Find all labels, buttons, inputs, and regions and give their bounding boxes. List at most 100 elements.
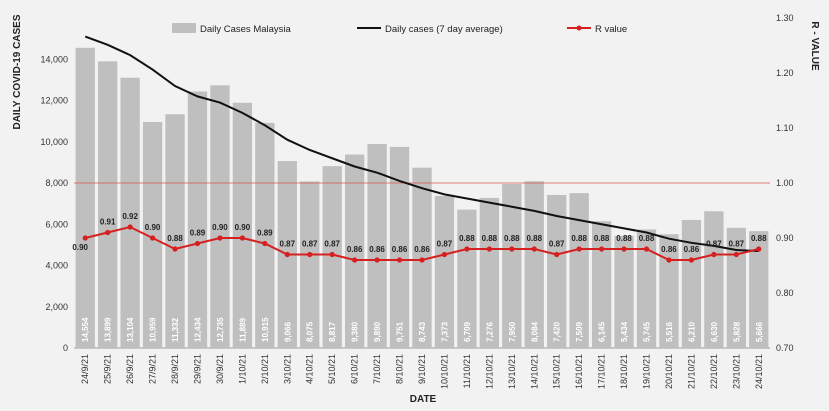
x-tick-label: 10/10/21: [439, 354, 449, 389]
y-tick-label-right: 0.80: [776, 288, 794, 298]
r-value-point: [599, 246, 605, 252]
y-tick-label-left: 14,000: [40, 54, 68, 64]
r-value-label: 0.88: [594, 234, 610, 243]
bar: [547, 194, 567, 348]
r-value-label: 0.86: [684, 245, 700, 254]
legend-label-bars: Daily Cases Malaysia: [200, 24, 292, 35]
x-tick-label: 27/9/21: [148, 354, 158, 384]
bar: [457, 209, 477, 348]
x-tick-label: 16/10/21: [574, 354, 584, 389]
x-tick-label: 25/9/21: [103, 354, 113, 384]
r-value-label: 0.88: [459, 234, 475, 243]
r-value-label: 0.86: [661, 245, 677, 254]
bar-value-label: 8,084: [530, 321, 539, 342]
bar: [232, 102, 253, 349]
bar-value-label: 6,145: [598, 321, 607, 342]
legend-label-r-value: R value: [595, 24, 627, 35]
bar-value-label: 6,210: [687, 321, 696, 342]
y-tick-label-right: 1.10: [776, 123, 794, 133]
bar-value-label: 8,075: [306, 321, 315, 342]
bar: [681, 219, 702, 348]
bar-value-label: 7,509: [575, 321, 584, 342]
r-value-label: 0.88: [571, 234, 587, 243]
r-value-label: 0.91: [100, 218, 116, 227]
y-tick-label-left: 6,000: [45, 219, 68, 229]
bar-value-label: 5,828: [732, 321, 741, 342]
y-tick-label-left: 2,000: [45, 302, 68, 312]
bar: [726, 227, 746, 348]
x-tick-label: 18/10/21: [619, 354, 629, 389]
y-tick-label-right: 1.00: [776, 178, 794, 188]
bar-value-label: 12,735: [216, 317, 225, 342]
bar: [389, 146, 410, 348]
x-tick-label: 8/10/21: [395, 354, 405, 384]
r-value-label: 0.88: [482, 234, 498, 243]
legend-marker-r-value: [576, 25, 582, 31]
r-value-label: 0.92: [122, 212, 138, 221]
bar-value-label: 5,434: [620, 321, 629, 342]
r-value-point: [239, 235, 245, 241]
r-value-point: [733, 251, 739, 258]
r-value-label: 0.87: [706, 240, 722, 249]
x-tick-label: 30/9/21: [215, 354, 225, 384]
r-value-label: 0.88: [639, 234, 655, 243]
r-value-label: 0.90: [72, 243, 88, 252]
bar: [524, 181, 544, 348]
r-value-point: [352, 257, 358, 263]
r-value-label: 0.87: [549, 240, 565, 249]
r-value-point: [464, 246, 470, 252]
x-tick-label: 4/10/21: [305, 354, 315, 384]
bar: [75, 47, 95, 348]
r-value-point: [82, 235, 88, 241]
x-axis-title: DATE: [410, 394, 437, 405]
bar-value-label: 13,104: [126, 317, 135, 342]
bar: [502, 184, 522, 348]
r-value-point: [643, 246, 650, 252]
r-value-point: [441, 251, 448, 258]
r-value-point: [217, 235, 223, 241]
r-value-label: 0.90: [212, 223, 228, 232]
y-tick-label-right: 0.70: [776, 343, 794, 353]
bar-value-label: 5,666: [755, 321, 764, 342]
r-value-point: [307, 251, 313, 258]
y-tick-label-right: 1.30: [776, 13, 794, 23]
r-value-point: [756, 246, 762, 252]
x-tick-label: 22/10/21: [709, 354, 719, 389]
r-value-label: 0.87: [280, 240, 296, 249]
r-value-point: [666, 257, 672, 263]
r-value-point: [329, 251, 335, 258]
bar-value-label: 14,554: [81, 317, 90, 342]
plot-area: 0 2,000 4,000 6,000 8,000 10,000 12,000 14,000 0…: [40, 13, 793, 389]
bar-value-label: 12,434: [193, 317, 202, 342]
r-value-label: 0.90: [235, 223, 251, 232]
x-tick-label: 6/10/21: [350, 354, 360, 384]
bar: [749, 231, 769, 348]
legend-swatch-bars: [172, 23, 196, 33]
y-tick-label-left: 4,000: [45, 261, 68, 271]
bar: [569, 193, 589, 348]
r-value-label: 0.88: [616, 234, 632, 243]
bar-value-label: 6,630: [710, 321, 719, 342]
x-tick-label: 11/10/21: [462, 354, 472, 388]
x-tick-label: 9/10/21: [417, 354, 427, 384]
bar-value-label: 6,709: [463, 321, 472, 342]
r-value-point: [284, 251, 290, 258]
bar: [210, 85, 230, 348]
y-tick-label-right: 1.20: [776, 68, 794, 78]
r-value-label: 0.88: [504, 234, 520, 243]
x-tick-label: 12/10/21: [484, 354, 494, 389]
r-value-label: 0.89: [190, 229, 206, 238]
r-value-point: [149, 235, 156, 241]
r-value-point: [262, 240, 268, 247]
x-tick-label: 7/10/21: [372, 354, 382, 384]
x-tick-label: 23/10/21: [731, 354, 741, 389]
r-value-label: 0.86: [392, 245, 408, 254]
bar: [300, 181, 320, 348]
x-tick-label: 24/10/21: [754, 354, 764, 389]
bar-value-label: 7,373: [440, 321, 449, 342]
x-tick-label: 15/10/21: [552, 354, 562, 389]
bar-value-label: 9,751: [396, 321, 405, 342]
y-axis-title-right: R - VALUE: [809, 21, 820, 71]
x-tick-label: 28/9/21: [170, 354, 180, 384]
